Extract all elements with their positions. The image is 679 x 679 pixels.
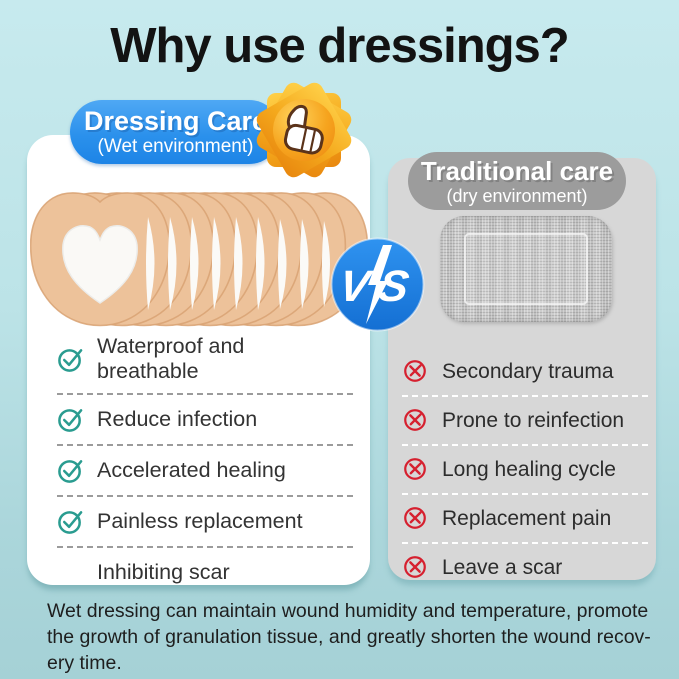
drawbacks-list: Secondary trauma Prone to reinfection Lo…: [402, 348, 648, 591]
benefit-label: Inhibiting scar: [97, 559, 230, 584]
list-item: Secondary trauma: [402, 348, 648, 397]
drawback-label: Prone to reinfection: [442, 408, 625, 432]
thumbs-up-seal: [253, 79, 355, 181]
footer-line: ery time.: [47, 652, 122, 674]
cross-circle-icon: [402, 505, 429, 532]
check-circle-icon: [57, 457, 84, 484]
dressing-care-badge: Dressing Care (Wet environment): [70, 100, 281, 164]
gauze-pad: [464, 233, 588, 305]
list-item: Reduce infection: [57, 395, 353, 446]
gauze-dressing-image: [440, 216, 612, 322]
footer-line: Wet dressing can maintain wound humidity…: [47, 600, 649, 622]
list-item: Replacement pain: [402, 495, 648, 544]
cross-circle-icon: [402, 554, 429, 581]
badge-title: Traditional care: [420, 156, 614, 186]
list-item: Painless replacement: [57, 497, 353, 548]
drawback-label: Replacement pain: [442, 506, 612, 530]
thumbs-up-icon: [283, 105, 324, 155]
drawback-label: Leave a scar: [442, 555, 563, 579]
list-item: Leave a scar: [402, 544, 648, 591]
cross-circle-icon: [402, 456, 429, 483]
list-item: Accelerated healing: [57, 446, 353, 497]
list-item: Waterproof and breathable: [57, 326, 353, 395]
drawback-label: Long healing cycle: [442, 457, 616, 481]
footer-line: the growth of granulation tissue, and gr…: [47, 626, 651, 648]
benefit-label: Waterproof and breathable: [97, 334, 245, 384]
check-circle-icon: [57, 508, 84, 535]
badge-subtitle: (Wet environment): [97, 136, 254, 157]
page-title: Why use dressings?: [110, 19, 570, 73]
vs-emblem: VS: [330, 237, 425, 332]
drawback-label: Secondary trauma: [442, 359, 614, 383]
benefit-label: Accelerated healing: [97, 457, 286, 482]
benefits-list: Waterproof and breathable Reduce infecti…: [57, 326, 353, 597]
check-circle-icon: [57, 406, 84, 433]
benefit-label: Reduce infection: [97, 406, 258, 431]
list-item: Inhibiting scar: [57, 548, 353, 597]
benefit-label: Painless replacement: [97, 508, 303, 533]
badge-subtitle: (dry environment): [446, 186, 588, 206]
list-item: Prone to reinfection: [402, 397, 648, 446]
vs-label: VS: [336, 262, 422, 311]
white-heart-pad: [62, 225, 138, 304]
badge-title: Dressing Care: [83, 106, 268, 136]
check-circle-icon: [57, 346, 84, 373]
lightning-bolt-icon: [366, 245, 392, 324]
cross-circle-icon: [402, 407, 429, 434]
footer-description: Wet dressing can maintain wound humidity…: [47, 598, 651, 676]
cross-circle-icon: [402, 358, 429, 385]
list-item: Long healing cycle: [402, 446, 648, 495]
traditional-care-badge: Traditional care (dry environment): [408, 152, 626, 210]
heart-dressings-image: [30, 192, 368, 327]
